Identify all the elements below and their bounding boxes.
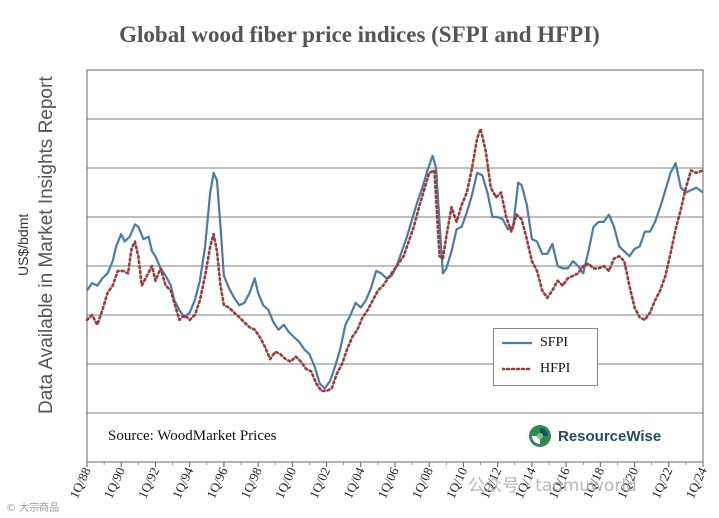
legend: SFPI HFPI xyxy=(493,328,598,386)
legend-label-sfpi: SFPI xyxy=(540,335,569,350)
legend-item-hfpi: HFPI xyxy=(502,361,570,377)
logo-text: ResourceWise xyxy=(558,427,662,445)
x-tick-label: 1Q/10 xyxy=(443,465,470,501)
x-tick-label: 1Q/88 xyxy=(66,465,93,501)
x-tick-label: 1Q/04 xyxy=(340,464,368,500)
x-tick-label: 1Q/08 xyxy=(409,465,436,501)
x-tick-label: 1Q/90 xyxy=(101,465,128,501)
legend-swatch-sfpi xyxy=(502,341,532,345)
x-tick-label: 1Q/06 xyxy=(374,464,402,500)
x-tick-label: 1Q/02 xyxy=(306,465,333,501)
legend-item-sfpi: SFPI xyxy=(502,335,568,351)
chart-title: Global wood fiber price indices (SFPI an… xyxy=(119,22,600,47)
x-tick-label: 1Q/96 xyxy=(203,464,231,500)
x-tick-label: 1Q/94 xyxy=(169,464,197,500)
legend-swatch-hfpi xyxy=(502,367,532,371)
series-line-hfpi xyxy=(85,127,705,393)
watermark-right: 公众号 · taomuworld xyxy=(468,476,637,496)
x-tick-label: 1Q/98 xyxy=(238,465,265,501)
x-tick-label: 1Q/00 xyxy=(272,465,299,501)
source-note: Source: WoodMarket Prices xyxy=(108,428,277,444)
resourcewise-logo: ResourceWise xyxy=(528,424,661,448)
series-line-sfpi xyxy=(86,154,704,390)
x-tick-label: 1Q/92 xyxy=(135,465,162,501)
resourcewise-logo-icon xyxy=(529,425,551,447)
x-tick-label: 1Q/24 xyxy=(682,464,710,500)
x-tick-label: 1Q/22 xyxy=(648,465,675,501)
legend-label-hfpi: HFPI xyxy=(540,361,571,376)
watermark-left: © 大宗商品 xyxy=(6,503,60,514)
